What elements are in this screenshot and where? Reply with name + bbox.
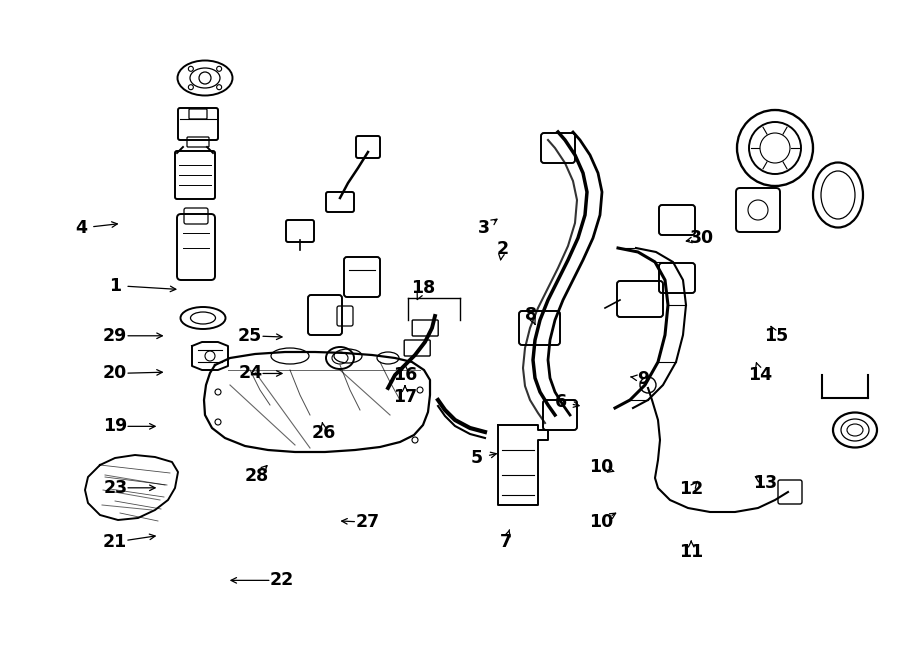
Text: 12: 12 — [680, 480, 703, 498]
Text: 5: 5 — [471, 449, 483, 467]
Text: 7: 7 — [500, 533, 512, 551]
Text: 17: 17 — [393, 387, 417, 406]
Text: 16: 16 — [393, 366, 417, 384]
Text: 6: 6 — [554, 393, 567, 411]
Text: 3: 3 — [478, 219, 491, 237]
Text: 19: 19 — [104, 417, 127, 436]
Text: 10: 10 — [590, 458, 613, 477]
Text: 24: 24 — [238, 364, 262, 383]
Text: 20: 20 — [104, 364, 127, 383]
Text: 15: 15 — [764, 327, 788, 345]
Text: 29: 29 — [104, 327, 127, 345]
Text: 4: 4 — [75, 219, 87, 237]
Text: 10: 10 — [590, 513, 613, 531]
Text: 18: 18 — [411, 278, 435, 297]
Text: 13: 13 — [753, 473, 777, 492]
Text: 30: 30 — [690, 229, 714, 247]
Text: 1: 1 — [109, 276, 122, 295]
Text: 26: 26 — [312, 424, 336, 442]
Text: 28: 28 — [245, 467, 268, 485]
Text: 25: 25 — [238, 327, 262, 345]
Text: 27: 27 — [356, 513, 379, 531]
Text: 11: 11 — [680, 543, 703, 561]
Text: 8: 8 — [525, 306, 537, 325]
Text: 9: 9 — [637, 369, 650, 388]
Text: 14: 14 — [749, 366, 772, 385]
Text: 21: 21 — [104, 533, 127, 551]
Text: 22: 22 — [270, 571, 293, 590]
Text: 2: 2 — [496, 240, 508, 258]
Text: 23: 23 — [104, 479, 127, 497]
